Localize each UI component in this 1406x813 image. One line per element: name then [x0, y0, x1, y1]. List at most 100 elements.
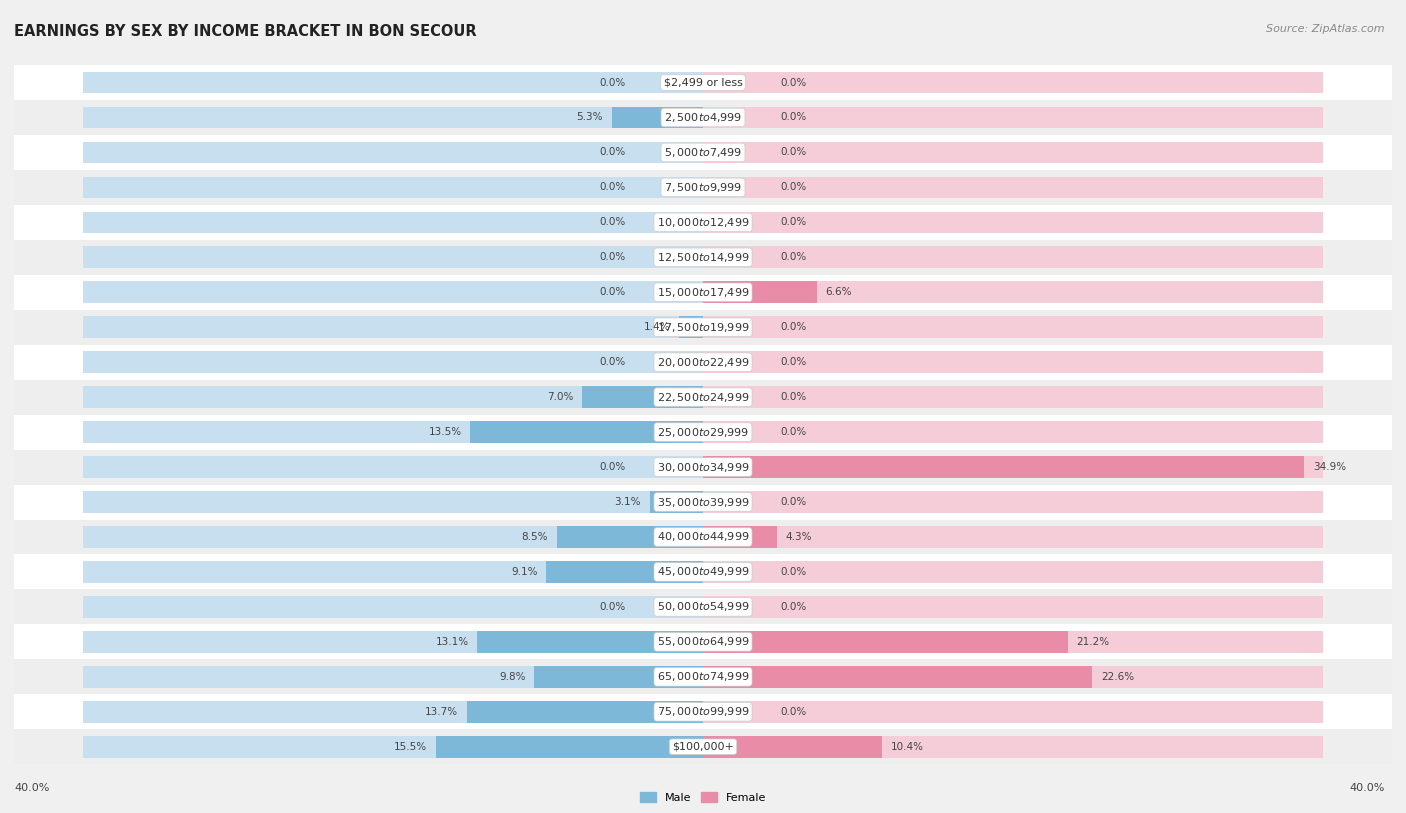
Text: 0.0%: 0.0% — [780, 77, 807, 88]
Bar — [703, 107, 1323, 128]
Bar — [557, 526, 703, 548]
Bar — [582, 386, 703, 408]
Bar — [650, 491, 703, 513]
Bar — [703, 141, 1323, 163]
Text: 21.2%: 21.2% — [1077, 637, 1109, 647]
Bar — [14, 170, 1392, 205]
Bar — [83, 246, 703, 268]
Bar — [14, 100, 1392, 135]
Text: Source: ZipAtlas.com: Source: ZipAtlas.com — [1267, 24, 1385, 34]
Text: $17,500 to $19,999: $17,500 to $19,999 — [657, 321, 749, 333]
Bar — [14, 624, 1392, 659]
Bar — [703, 456, 1305, 478]
Text: 1.4%: 1.4% — [644, 322, 671, 333]
Bar — [703, 316, 1323, 338]
Bar — [703, 421, 1323, 443]
Bar — [14, 729, 1392, 764]
Text: $100,000+: $100,000+ — [672, 741, 734, 752]
Text: $7,500 to $9,999: $7,500 to $9,999 — [664, 181, 742, 193]
Bar — [83, 526, 703, 548]
Bar — [14, 345, 1392, 380]
Bar — [14, 205, 1392, 240]
Text: 0.0%: 0.0% — [599, 602, 626, 612]
Text: $35,000 to $39,999: $35,000 to $39,999 — [657, 496, 749, 508]
Bar — [703, 701, 1323, 723]
Text: 3.1%: 3.1% — [614, 497, 641, 507]
Bar — [471, 421, 703, 443]
Text: 4.3%: 4.3% — [786, 532, 813, 542]
Bar — [703, 596, 1323, 618]
Bar — [14, 589, 1392, 624]
Bar — [83, 176, 703, 198]
Text: 0.0%: 0.0% — [599, 182, 626, 193]
Bar — [83, 491, 703, 513]
Bar — [703, 246, 1323, 268]
Bar — [703, 631, 1323, 653]
Text: 5.3%: 5.3% — [576, 112, 603, 123]
Bar — [14, 485, 1392, 520]
Text: 0.0%: 0.0% — [780, 602, 807, 612]
Text: $20,000 to $22,499: $20,000 to $22,499 — [657, 356, 749, 368]
Text: 15.5%: 15.5% — [394, 741, 427, 752]
Bar — [83, 72, 703, 93]
Bar — [612, 107, 703, 128]
Bar — [14, 694, 1392, 729]
Text: 0.0%: 0.0% — [780, 182, 807, 193]
Bar — [83, 561, 703, 583]
Text: 0.0%: 0.0% — [780, 112, 807, 123]
Bar — [83, 316, 703, 338]
Bar — [83, 596, 703, 618]
Text: $15,000 to $17,499: $15,000 to $17,499 — [657, 286, 749, 298]
Bar — [83, 107, 703, 128]
Text: 0.0%: 0.0% — [599, 462, 626, 472]
Bar — [83, 666, 703, 688]
Text: 40.0%: 40.0% — [1350, 783, 1385, 793]
Text: 0.0%: 0.0% — [780, 217, 807, 228]
Text: $10,000 to $12,499: $10,000 to $12,499 — [657, 216, 749, 228]
Bar — [547, 561, 703, 583]
Bar — [703, 526, 778, 548]
Bar — [14, 135, 1392, 170]
Bar — [703, 736, 882, 758]
Bar — [703, 631, 1069, 653]
Bar — [703, 211, 1323, 233]
Bar — [14, 275, 1392, 310]
Text: 0.0%: 0.0% — [780, 322, 807, 333]
Text: $40,000 to $44,999: $40,000 to $44,999 — [657, 531, 749, 543]
Bar — [83, 211, 703, 233]
Bar — [83, 351, 703, 373]
Text: $45,000 to $49,999: $45,000 to $49,999 — [657, 566, 749, 578]
Text: $2,500 to $4,999: $2,500 to $4,999 — [664, 111, 742, 124]
Bar — [703, 561, 1323, 583]
Text: $2,499 or less: $2,499 or less — [664, 77, 742, 88]
Text: 0.0%: 0.0% — [780, 427, 807, 437]
Bar — [679, 316, 703, 338]
Text: 8.5%: 8.5% — [522, 532, 548, 542]
Bar — [14, 554, 1392, 589]
Bar — [14, 659, 1392, 694]
Text: 0.0%: 0.0% — [780, 706, 807, 717]
Text: 9.8%: 9.8% — [499, 672, 526, 682]
Bar — [703, 386, 1323, 408]
Text: $55,000 to $64,999: $55,000 to $64,999 — [657, 636, 749, 648]
Bar — [703, 281, 817, 303]
Bar — [14, 415, 1392, 450]
Bar — [14, 65, 1392, 100]
Text: 0.0%: 0.0% — [599, 287, 626, 298]
Text: $65,000 to $74,999: $65,000 to $74,999 — [657, 671, 749, 683]
Bar — [14, 240, 1392, 275]
Bar — [83, 421, 703, 443]
Bar — [14, 450, 1392, 485]
Bar — [478, 631, 703, 653]
Bar — [703, 736, 1323, 758]
Text: 13.1%: 13.1% — [436, 637, 468, 647]
Text: $22,500 to $24,999: $22,500 to $24,999 — [657, 391, 749, 403]
Text: 13.7%: 13.7% — [425, 706, 458, 717]
Text: 10.4%: 10.4% — [891, 741, 924, 752]
Bar — [14, 310, 1392, 345]
Bar — [83, 701, 703, 723]
Text: 6.6%: 6.6% — [825, 287, 852, 298]
Text: 0.0%: 0.0% — [599, 252, 626, 263]
Text: $5,000 to $7,499: $5,000 to $7,499 — [664, 146, 742, 159]
Text: 0.0%: 0.0% — [780, 497, 807, 507]
